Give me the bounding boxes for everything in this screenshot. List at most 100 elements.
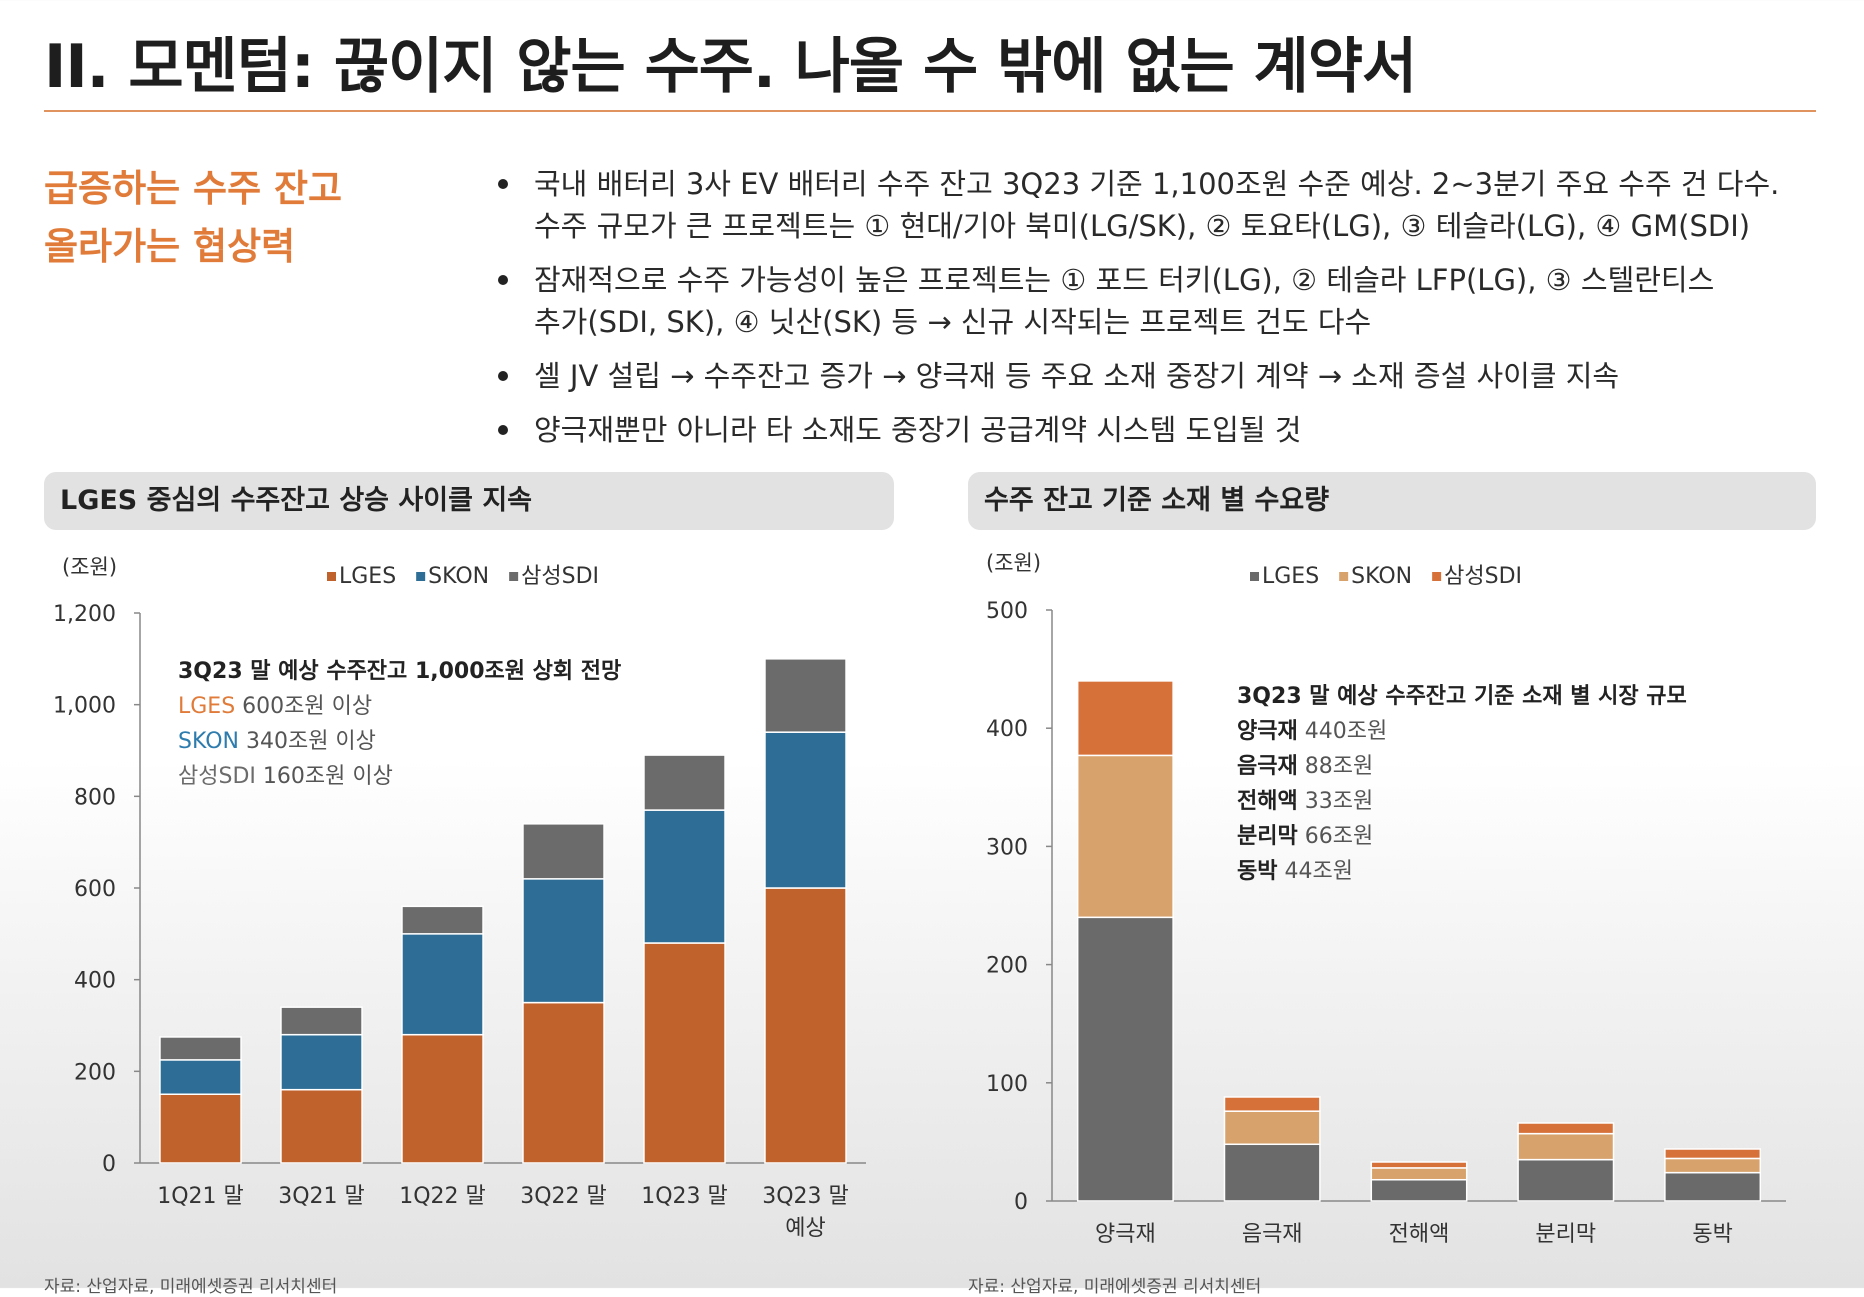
annotation-line: 삼성SDI 160조원 이상 — [178, 764, 393, 789]
bar-segment — [1370, 1161, 1468, 1169]
legend-label: 삼성SDI — [521, 564, 599, 589]
bar-segment — [159, 1036, 242, 1061]
bullet-item: 양극재뿐만 아니라 타 소재도 중장기 공급계약 시스템 도입될 것 — [492, 409, 1832, 451]
y-axis-unit-label: (조원) — [62, 555, 117, 579]
annotation-line: SKON 340조원 이상 — [178, 729, 376, 754]
right-chart-title: 수주 잔고 기준 소재 별 수요량 — [968, 472, 1816, 530]
bar-segment — [401, 1033, 484, 1164]
bar-segment — [1223, 1110, 1321, 1146]
legend-swatch — [509, 572, 519, 581]
bullet-text: 국내 배터리 3사 EV 배터리 수주 잔고 3Q23 기준 1,100조원 수… — [534, 167, 1780, 201]
material-demand-stacked-bar-chart: (조원) LGES SKON 삼성SDI 0 100 200 300 400 500 양극재 음극재 전… — [986, 551, 1786, 1247]
y-tick-label: 0 — [1014, 1190, 1028, 1215]
annotation-header: 3Q23 말 예상 수주잔고 1,000조원 상회 전망 — [178, 659, 621, 684]
bar-segment — [1076, 754, 1174, 919]
bar-segment — [1517, 1158, 1615, 1202]
y-tick-label: 1,000 — [53, 694, 116, 719]
annotation-line: 음극재 88조원 — [1237, 754, 1373, 779]
bar-segment — [1076, 680, 1174, 757]
bar-segment — [764, 658, 847, 733]
annotation-line: LGES 600조원 이상 — [178, 694, 372, 719]
annotation-line: 동박 44조원 — [1237, 859, 1353, 884]
y-tick-label: 100 — [986, 1072, 1028, 1097]
bar-segment — [1370, 1178, 1468, 1202]
x-tick-label: 1Q21 말 — [157, 1184, 244, 1209]
y-tick-label: 400 — [74, 969, 116, 994]
bullet-list: 국내 배터리 3사 EV 배터리 수주 잔고 3Q23 기준 1,100조원 수… — [492, 163, 1832, 463]
left-source-note: 자료: 산업자료, 미래에셋증권 리서치센터 — [44, 1277, 338, 1297]
section-subhead: 급증하는 수주 잔고 올라가는 협상력 — [44, 160, 342, 276]
bullet-item: 셀 JV 설립 → 수주잔고 증가 → 양극재 등 주요 소재 중장기 계약 →… — [492, 355, 1832, 397]
x-tick-label: 동박 — [1692, 1222, 1732, 1247]
legend-label: LGES — [339, 564, 396, 589]
bullet-dot — [498, 371, 508, 381]
legend-swatch — [1339, 572, 1349, 581]
legend-swatch — [1432, 572, 1442, 581]
legend-swatch — [416, 572, 426, 581]
bullet-dot — [498, 275, 508, 285]
y-tick-label: 500 — [986, 599, 1028, 624]
bar-segment — [1076, 916, 1174, 1202]
bullet-text: 수주 규모가 큰 프로젝트는 ① 현대/기아 북미(LG/SK), ② 토요타(… — [534, 209, 1751, 243]
bullet-text: 셀 JV 설립 → 수주잔고 증가 → 양극재 등 주요 소재 중장기 계약 →… — [534, 359, 1620, 393]
bullet-dot — [498, 425, 508, 435]
x-tick-label: 1Q23 말 — [641, 1184, 728, 1209]
bar-segment — [764, 731, 847, 889]
bullet-text: 잠재적으로 수주 가능성이 높은 프로젝트는 ① 포드 터키(LG), ② 테슬… — [534, 263, 1715, 297]
bar-segment — [522, 1001, 605, 1164]
legend-swatch — [1250, 572, 1259, 581]
annotation-line: 전해액 33조원 — [1237, 789, 1373, 814]
bar-segment — [159, 1093, 242, 1164]
x-tick-label: 1Q22 말 — [399, 1184, 486, 1209]
bar-segment — [1664, 1157, 1762, 1174]
bar-segment — [643, 942, 726, 1164]
bar-segment — [401, 933, 484, 1036]
bar-segment — [522, 878, 605, 1004]
legend-label: SKON — [428, 564, 489, 589]
bar-segment — [280, 1088, 363, 1164]
bullet-text: 추가(SDI, SK), ④ 닛산(SK) 등 → 신규 시작되는 프로젝트 건… — [534, 305, 1372, 339]
y-tick-label: 300 — [986, 835, 1028, 860]
left-chart-title: LGES 중심의 수주잔고 상승 사이클 지속 — [44, 472, 894, 530]
bar-segment — [1223, 1096, 1321, 1112]
right-source-note: 자료: 산업자료, 미래에셋증권 리서치센터 — [968, 1277, 1262, 1297]
bar-segment — [643, 754, 726, 811]
annotation-header: 3Q23 말 예상 수주잔고 기준 소재 별 시장 규모 — [1237, 684, 1687, 709]
x-tick-label: 양극재 — [1095, 1222, 1156, 1247]
annotation-line: 양극재 440조원 — [1237, 719, 1387, 744]
subhead-line-2: 올라가는 협상력 — [44, 225, 296, 268]
legend-label: LGES — [1262, 564, 1319, 589]
x-tick-label: 3Q22 말 — [520, 1184, 607, 1209]
bullet-item: 잠재적으로 수주 가능성이 높은 프로젝트는 ① 포드 터키(LG), ② 테슬… — [492, 259, 1832, 343]
bar-segment — [1664, 1171, 1762, 1202]
y-tick-label: 200 — [986, 954, 1028, 979]
y-tick-label: 400 — [986, 717, 1028, 742]
title-divider — [44, 110, 1816, 112]
x-tick-label: 예상 — [785, 1216, 825, 1241]
bar-segment — [401, 905, 484, 935]
subhead-line-1: 급증하는 수주 잔고 — [44, 167, 343, 210]
bar-segment — [764, 887, 847, 1164]
x-tick-label: 3Q23 말 — [762, 1184, 849, 1209]
y-tick-label: 800 — [74, 785, 116, 810]
x-tick-label: 전해액 — [1389, 1222, 1450, 1247]
x-tick-label: 음극재 — [1242, 1222, 1303, 1247]
y-tick-label: 200 — [74, 1060, 116, 1085]
y-axis-unit-label: (조원) — [986, 551, 1041, 575]
backlog-stacked-bar-chart: (조원) LGES SKON 삼성SDI 0 200 400 600 800 1,000 1,200… — [53, 555, 866, 1241]
bar-segment — [522, 823, 605, 880]
legend-swatch — [327, 572, 336, 581]
bar-segment — [280, 1033, 363, 1091]
bar-segment — [643, 809, 726, 944]
bullet-item: 국내 배터리 3사 EV 배터리 수주 잔고 3Q23 기준 1,100조원 수… — [492, 163, 1832, 247]
legend-label: SKON — [1351, 564, 1412, 589]
annotation-line: 분리막 66조원 — [1237, 824, 1373, 849]
bar-segment — [1223, 1143, 1321, 1202]
legend-label: 삼성SDI — [1444, 564, 1522, 589]
page-title: II. 모멘텀: 끊이지 않는 수주. 나올 수 밖에 없는 계약서 — [44, 32, 1417, 102]
bar-segment — [1664, 1148, 1762, 1160]
x-tick-label: 분리막 — [1535, 1222, 1596, 1247]
bar-segment — [1370, 1167, 1468, 1181]
bar-segment — [280, 1006, 363, 1036]
bar-segment — [159, 1059, 242, 1095]
